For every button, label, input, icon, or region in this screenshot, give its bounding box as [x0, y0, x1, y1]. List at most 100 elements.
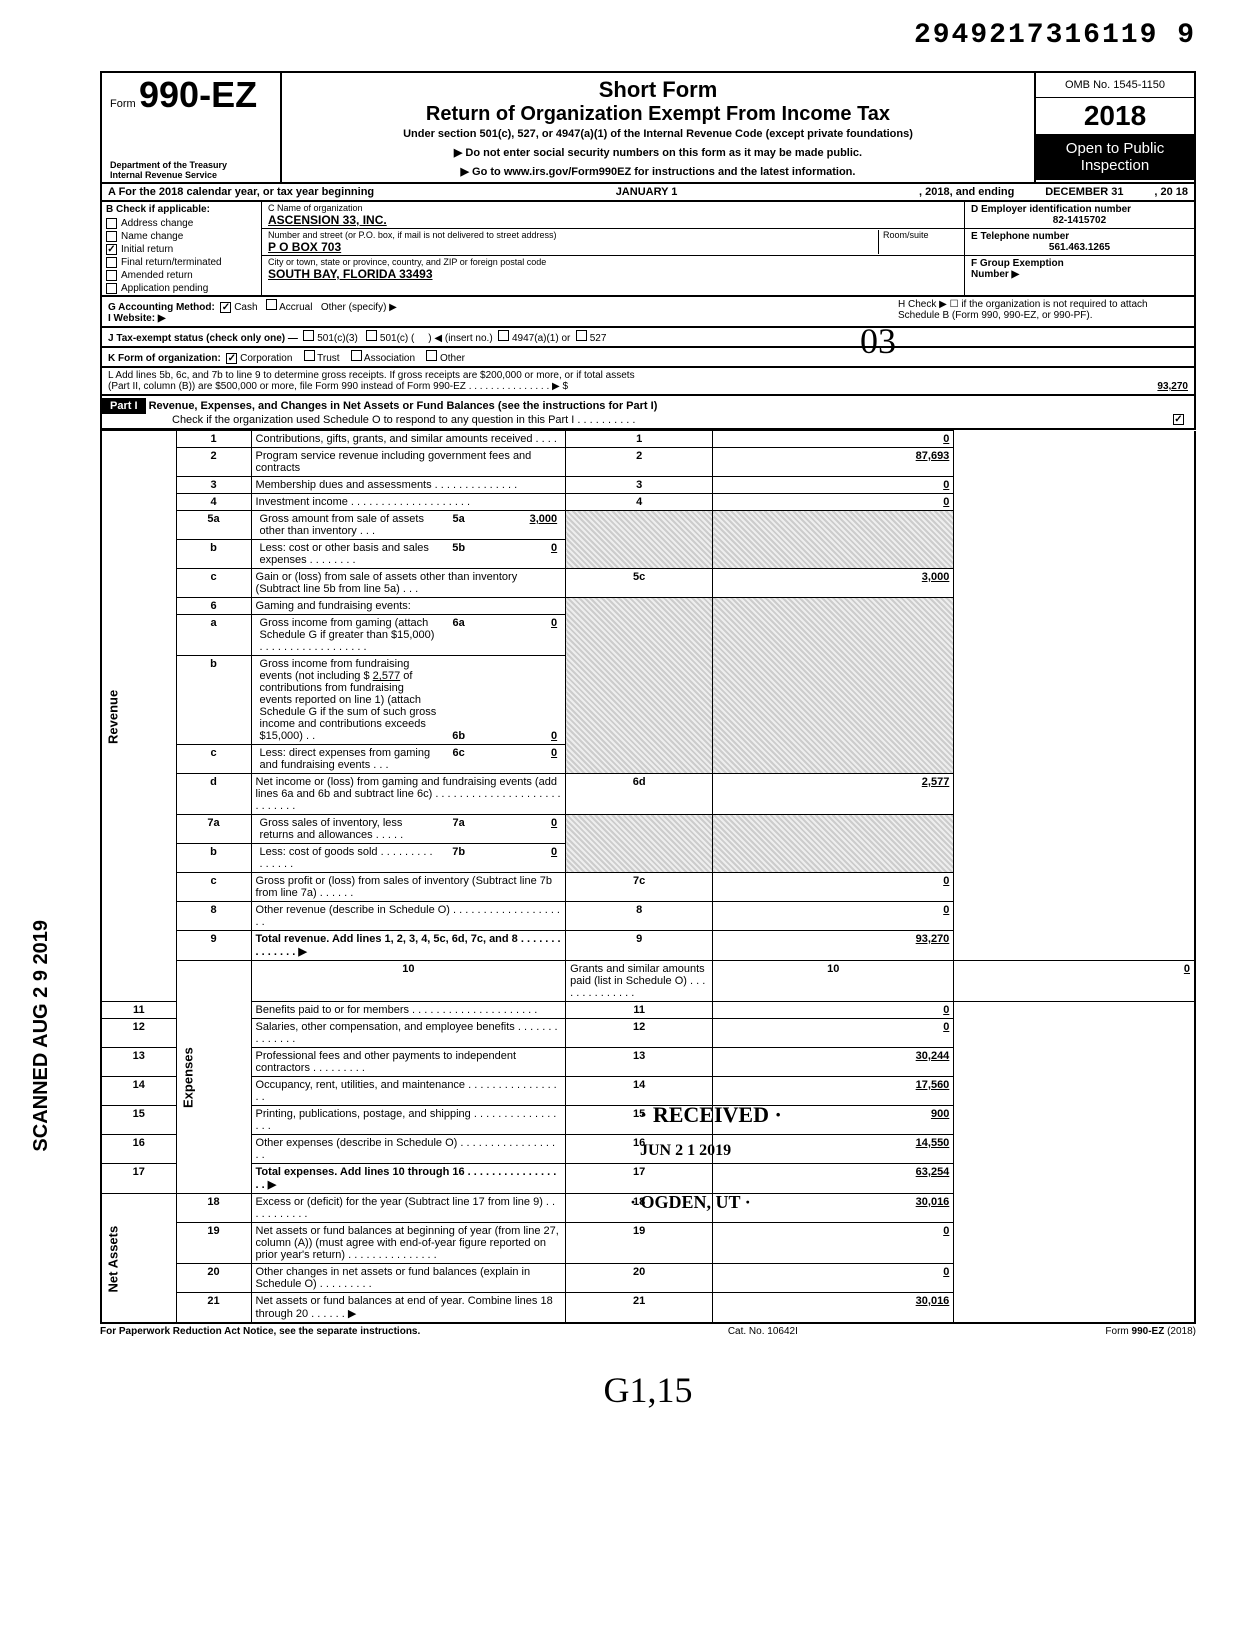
ln5b-sub: 5b [441, 542, 476, 566]
ln5a-no: 5a [176, 511, 251, 540]
row-l: L Add lines 5b, 6c, and 7b to line 9 to … [100, 368, 1196, 396]
colB-head: B Check if applicable: [102, 202, 261, 217]
rowA-begin: JANUARY 1 [374, 186, 919, 198]
chk-501c[interactable] [366, 330, 377, 341]
ln16-no: 16 [101, 1135, 176, 1164]
ln18-no: 18 [176, 1194, 251, 1223]
part1-checkbox[interactable]: ✓ [1173, 414, 1184, 425]
ln19-desc: Net assets or fund balances at beginning… [251, 1223, 566, 1264]
ln17-desc: Total expenses. Add lines 10 through 16 … [256, 1166, 557, 1191]
j-label: J Tax-exempt status (check only one) — [108, 333, 298, 344]
chk-amended[interactable] [106, 270, 117, 281]
ln6-no: 6 [176, 598, 251, 615]
chk-501c3[interactable] [303, 330, 314, 341]
ln15-desc: Printing, publications, postage, and shi… [251, 1106, 566, 1135]
ln17-amt: 63,254 [713, 1164, 954, 1194]
footer-left: For Paperwork Reduction Act Notice, see … [100, 1326, 420, 1337]
ln7a-subamt: 0 [476, 817, 561, 841]
l-amt: 93,270 [1098, 381, 1188, 392]
ln12-desc: Salaries, other compensation, and employ… [251, 1019, 566, 1048]
ln6d-desc: Net income or (loss) from gaming and fun… [251, 774, 566, 815]
lbl-cash: Cash [234, 302, 257, 313]
lbl-other-method: Other (specify) ▶ [321, 302, 397, 313]
ln12-box: 12 [566, 1019, 713, 1048]
omb: OMB No. 1545-1150 [1036, 73, 1194, 98]
ln20-box: 20 [566, 1264, 713, 1293]
rowA-mid: , 2018, and ending [919, 186, 1014, 198]
ln3-box: 3 [566, 477, 713, 494]
ln7b-desc: Less: cost of goods sold . . . . . . . .… [256, 846, 442, 870]
handwriting-bottom: G1,15 [100, 1369, 1196, 1411]
lbl-501c3: 501(c)(3) [317, 333, 358, 344]
ln5a-desc: Gross amount from sale of assets other t… [256, 513, 442, 537]
ln8-desc: Other revenue (describe in Schedule O) .… [251, 902, 566, 931]
ln2-box: 2 [566, 448, 713, 477]
room-label: Room/suite [883, 230, 958, 240]
ln1-no: 1 [176, 431, 251, 448]
ln7c-desc: Gross profit or (loss) from sales of inv… [251, 873, 566, 902]
ln17-no: 17 [101, 1164, 176, 1194]
ln12-no: 12 [101, 1019, 176, 1048]
chk-other-org[interactable] [426, 350, 437, 361]
chk-initial[interactable]: ✓ [106, 244, 117, 255]
part1-tag: Part I [102, 398, 146, 414]
row-k: K Form of organization: ✓ Corporation Tr… [100, 348, 1196, 368]
ein-label: D Employer identification number [971, 204, 1188, 215]
ln11-no: 11 [101, 1002, 176, 1019]
chk-trust[interactable] [304, 350, 315, 361]
ln10-desc: Grants and similar amounts paid (list in… [566, 961, 713, 1002]
chk-accrual[interactable] [266, 299, 277, 310]
ln4-amt: 0 [713, 494, 954, 511]
ln15-box: 15 [566, 1106, 713, 1135]
chk-address[interactable] [106, 218, 117, 229]
ln13-no: 13 [101, 1048, 176, 1077]
org-addr: P O BOX 703 [268, 240, 878, 254]
ln14-desc: Occupancy, rent, utilities, and maintena… [251, 1077, 566, 1106]
ln2-desc: Program service revenue including govern… [251, 448, 566, 477]
ln4-desc: Investment income . . . . . . . . . . . … [251, 494, 566, 511]
chk-4947[interactable] [498, 330, 509, 341]
ln12-amt: 0 [713, 1019, 954, 1048]
ln21-amt: 30,016 [713, 1293, 954, 1324]
ln11-box: 11 [566, 1002, 713, 1019]
chk-cash[interactable]: ✓ [220, 302, 231, 313]
org-name: ASCENSION 33, INC. [268, 213, 958, 227]
ln17-box: 17 [566, 1164, 713, 1194]
part1-title: Revenue, Expenses, and Changes in Net As… [149, 400, 658, 412]
ln6c-no: c [176, 745, 251, 774]
chk-final[interactable] [106, 257, 117, 268]
expenses-label: Expenses [176, 961, 251, 1194]
l-line2: (Part II, column (B)) are $500,000 or mo… [108, 381, 1098, 392]
rowA-tail: , 20 18 [1154, 186, 1188, 198]
ln15-amt: 900 [713, 1106, 954, 1135]
chk-527[interactable] [576, 330, 587, 341]
chk-name[interactable] [106, 231, 117, 242]
ln6b-sub: 6b [441, 658, 476, 742]
ln11-desc: Benefits paid to or for members . . . . … [251, 1002, 566, 1019]
chk-pending[interactable] [106, 283, 117, 294]
ln21-box: 21 [566, 1293, 713, 1324]
ln5b-no: b [176, 540, 251, 569]
lbl-address: Address change [121, 218, 193, 229]
rowA-label: A For the 2018 calendar year, or tax yea… [108, 186, 374, 198]
ln5a-subamt: 3,000 [476, 513, 561, 537]
chk-corp[interactable]: ✓ [226, 353, 237, 364]
ln1-box: 1 [566, 431, 713, 448]
ln2-no: 2 [176, 448, 251, 477]
part1-check-label: Check if the organization used Schedule … [172, 414, 1173, 426]
ln6b-subamt: 0 [476, 658, 561, 742]
chk-assoc[interactable] [351, 350, 362, 361]
l-line1: L Add lines 5b, 6c, and 7b to line 9 to … [108, 370, 1188, 381]
lbl-final: Final return/terminated [121, 257, 222, 268]
c-name-label: C Name of organization [268, 203, 958, 213]
ln7b-subamt: 0 [476, 846, 561, 870]
lbl-name: Name change [121, 231, 183, 242]
ln6d-no: d [176, 774, 251, 815]
footer-right: 990-EZ [1132, 1326, 1165, 1337]
ln8-no: 8 [176, 902, 251, 931]
ln5c-box: 5c [566, 569, 713, 598]
lbl-501c: 501(c) ( [380, 333, 414, 344]
ln6b-contrib: 2,577 [373, 670, 401, 682]
form-header: Form 990-EZ Department of the Treasury I… [100, 71, 1196, 184]
lbl-insert: ) ◀ (insert no.) [428, 333, 492, 344]
